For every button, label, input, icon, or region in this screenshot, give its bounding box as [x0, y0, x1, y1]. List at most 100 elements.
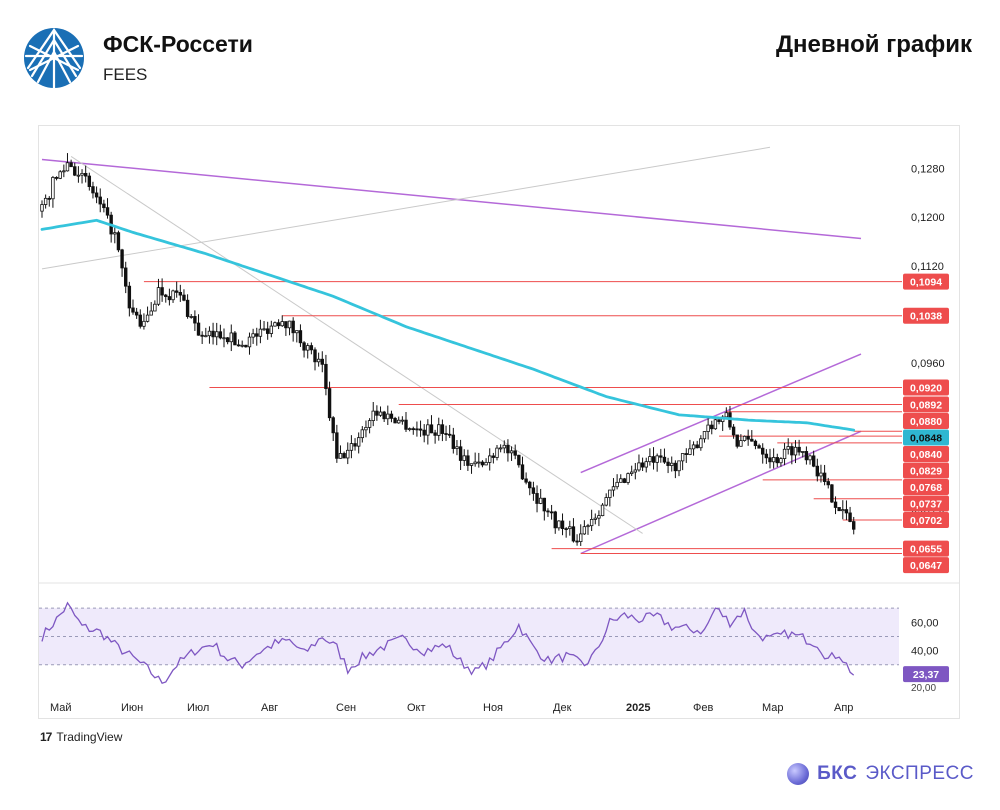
x-tick-label: Дек	[553, 702, 572, 714]
tradingview-label: TradingView	[56, 730, 123, 744]
price-candle	[717, 419, 721, 423]
x-tick-label: Апр	[834, 702, 853, 714]
price-candle	[174, 290, 179, 293]
x-tick-label: Май	[50, 702, 72, 714]
price-candle	[764, 453, 769, 459]
price-candle	[542, 497, 547, 512]
price-candle	[797, 446, 801, 453]
price-candle	[473, 461, 477, 465]
price-candle	[302, 342, 306, 351]
price-candle	[782, 448, 787, 459]
price-candle	[841, 509, 845, 512]
price-candle	[779, 458, 783, 464]
price-candle	[852, 521, 856, 530]
price-candle	[393, 417, 397, 424]
price-candle	[538, 497, 543, 504]
price-candle	[269, 325, 274, 334]
price-candle	[40, 204, 44, 212]
price-candle	[619, 478, 623, 483]
price-candle	[255, 333, 259, 337]
price-candle	[124, 267, 128, 287]
price-candle	[801, 451, 805, 453]
price-candle	[222, 337, 226, 340]
price-candle	[517, 454, 521, 466]
price-candle	[80, 172, 84, 176]
price-candle	[444, 433, 448, 435]
price-candle	[346, 449, 350, 459]
price-candle	[488, 455, 492, 463]
price-candle	[280, 321, 284, 327]
rsi-tick-label: 40,00	[911, 646, 939, 658]
price-candle	[134, 311, 139, 316]
y-tick-label: 0,1280	[911, 164, 945, 176]
price-candle	[659, 455, 663, 458]
price-candle	[553, 511, 557, 529]
rsi-tick-label: 60,00	[911, 617, 939, 629]
price-candle	[218, 331, 223, 339]
price-candle	[171, 290, 175, 301]
level-label-0,0840: 0,0840	[910, 449, 942, 461]
price-candle	[833, 501, 838, 508]
level-label-0,0892: 0,0892	[910, 400, 942, 412]
price-candle	[589, 519, 594, 527]
trendline-4	[41, 146, 771, 270]
price-candle	[746, 435, 750, 440]
price-candle	[411, 428, 415, 431]
price-candle	[691, 444, 696, 450]
price-candle	[371, 410, 375, 422]
price-candle	[418, 428, 423, 431]
price-candle	[291, 320, 295, 334]
price-candle	[629, 471, 634, 475]
chart-title: Дневной график	[775, 31, 972, 58]
price-chart[interactable]: 0,12800,12000,11200,09600,0720МайИюнИюлА…	[39, 126, 959, 718]
chart-container[interactable]: 0,12800,12000,11200,09600,0720МайИюнИюлА…	[38, 125, 960, 719]
price-candle	[94, 192, 99, 198]
price-candle	[65, 162, 70, 172]
price-candle	[284, 321, 288, 329]
price-candle	[164, 294, 168, 297]
price-candle	[560, 520, 565, 530]
price-candle	[724, 412, 729, 418]
header: ФСК-Россети FEES Дневной график	[0, 0, 1000, 110]
rsi-cutoff-label: 20,00	[911, 683, 936, 694]
price-candle	[604, 497, 608, 506]
fsk-rosseti-logo-icon	[24, 28, 84, 90]
price-candle	[233, 332, 237, 346]
level-label-box	[903, 512, 949, 529]
price-candle	[131, 307, 135, 313]
price-candle	[731, 426, 736, 436]
price-candle	[83, 172, 88, 177]
price-candle	[404, 419, 408, 430]
price-candle	[509, 450, 514, 454]
price-candle	[771, 457, 776, 463]
price-candle	[160, 287, 164, 296]
x-tick-label: Фев	[693, 702, 713, 714]
brand-rest: ЭКСПРЕСС	[865, 763, 974, 784]
level-label-box	[903, 379, 949, 396]
rsi-value-box	[903, 666, 949, 683]
price-candle	[207, 330, 212, 337]
level-label-box	[903, 479, 949, 496]
y-tick-label: 0,1200	[911, 212, 945, 224]
price-candle	[225, 337, 230, 343]
level-label-0,0829: 0,0829	[910, 466, 942, 478]
price-candle	[786, 446, 790, 450]
price-candle	[440, 424, 445, 434]
price-candle	[808, 455, 812, 461]
price-bars	[40, 153, 856, 546]
price-candle	[640, 462, 645, 468]
price-candle	[182, 294, 186, 301]
price-candle	[47, 197, 51, 200]
price-candle	[58, 171, 62, 179]
price-candle	[244, 344, 248, 348]
price-candle	[295, 330, 299, 334]
level-labels: 0,1094 0,1038 0,0920 0,0892 0,0880 0,0848 0,08…	[903, 273, 949, 694]
price-candle	[87, 175, 92, 188]
price-candle	[211, 330, 215, 338]
price-candle	[477, 461, 481, 464]
price-candle	[699, 438, 703, 449]
tradingview-logo-icon: 17	[40, 730, 52, 744]
price-candle	[429, 424, 434, 434]
price-candle	[400, 419, 405, 422]
level-label-box	[903, 462, 949, 479]
